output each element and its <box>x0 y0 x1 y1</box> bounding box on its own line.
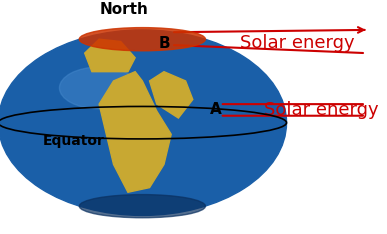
Polygon shape <box>85 39 135 72</box>
Text: Solar energy: Solar energy <box>240 34 354 52</box>
Text: B: B <box>158 36 170 51</box>
Polygon shape <box>149 72 193 118</box>
Ellipse shape <box>79 28 205 51</box>
Text: A: A <box>211 102 222 117</box>
Polygon shape <box>99 72 171 192</box>
Ellipse shape <box>60 67 139 109</box>
Text: Equator: Equator <box>43 134 105 148</box>
Text: North: North <box>100 2 149 17</box>
Ellipse shape <box>79 195 205 218</box>
Circle shape <box>0 30 286 216</box>
Text: Solar energy: Solar energy <box>264 101 379 119</box>
